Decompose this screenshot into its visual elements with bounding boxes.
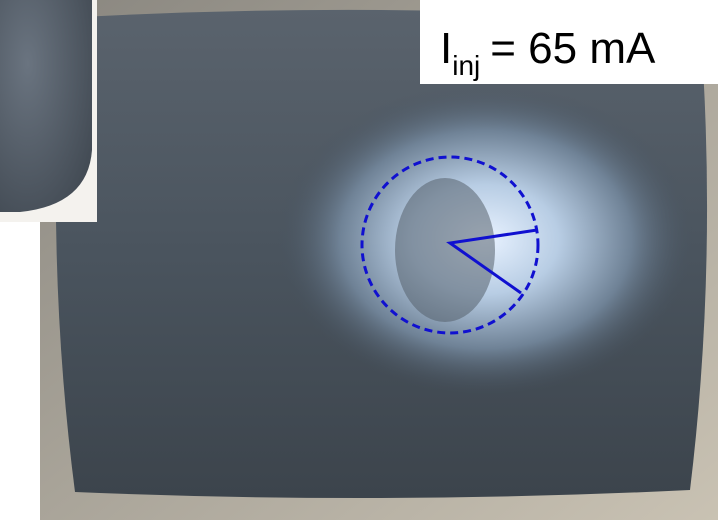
page: Iinj= 65 mA (() => { const data = JSON.p… <box>0 0 718 520</box>
value-text: = 65 mA <box>490 24 656 73</box>
dark-core <box>395 178 495 322</box>
inset-photo <box>0 0 92 212</box>
subscript: inj <box>452 50 480 81</box>
symbol: I <box>440 24 452 73</box>
photo-figure: Iinj = 65 mA <box>0 0 718 520</box>
